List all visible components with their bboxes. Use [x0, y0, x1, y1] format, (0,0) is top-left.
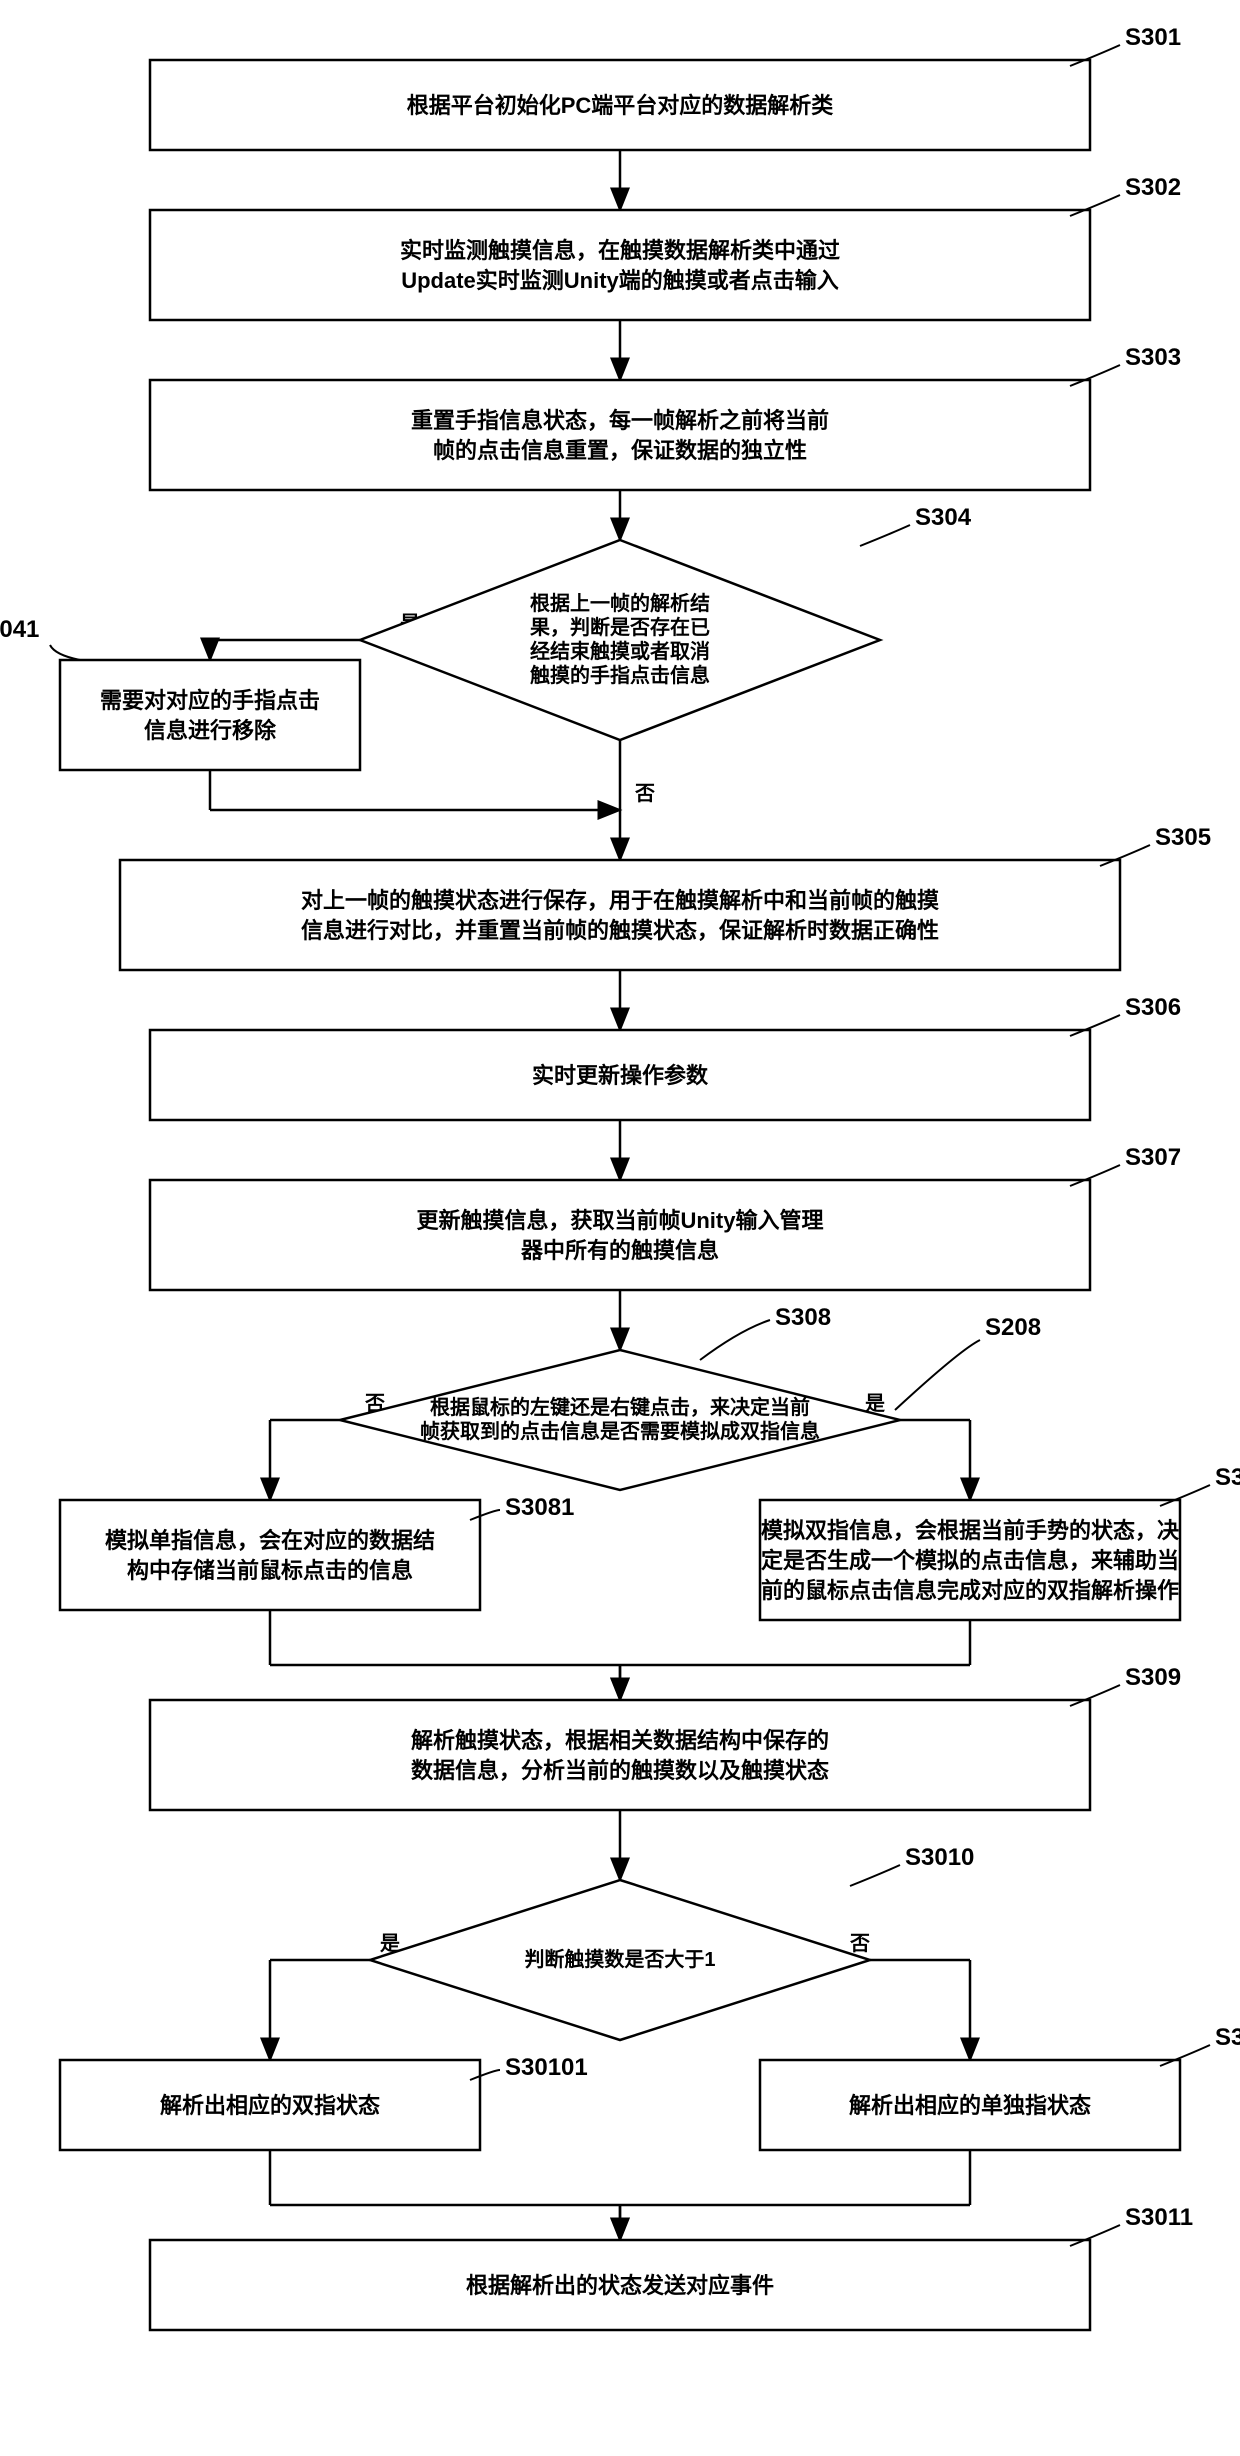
flow-node-text-S3041-1: 信息进行移除: [144, 718, 277, 743]
flow-node-text-S3011-0: 根据解析出的状态发送对应事件: [466, 2273, 774, 2298]
flow-node-text-S3082-0: 模拟双指信息，会根据当前手势的状态，决: [761, 1518, 1180, 1543]
step-label-S306: S306: [1125, 994, 1181, 1021]
flow-node-S3041: [60, 660, 360, 770]
nodes-layer: 根据平台初始化PC端平台对应的数据解析类实时监测触摸信息，在触摸数据解析类中通过…: [60, 60, 1180, 2330]
flow-node-text-S303-1: 帧的点击信息重置，保证数据的独立性: [433, 438, 807, 463]
step-label-S304: S304: [915, 504, 972, 531]
flow-node-text-S3010-0: 判断触摸数是否大于1: [524, 1947, 715, 1971]
flow-node-S303: [150, 380, 1090, 490]
step-label-S3082: S3082: [1215, 1464, 1240, 1491]
flow-node-text-S302-1: Update实时监测Unity端的触摸或者点击输入: [401, 268, 839, 293]
flow-node-text-S304-1: 果，判断是否存在已: [530, 615, 710, 639]
flow-node-text-S309-1: 数据信息，分析当前的触摸数以及触摸状态: [411, 1758, 829, 1783]
step-label-S30101a: S30101: [505, 2054, 588, 2081]
leader-S3082: [1160, 1485, 1210, 1506]
step-label-S307: S307: [1125, 1144, 1181, 1171]
leader-S30101b: [1160, 2045, 1210, 2066]
step-label-S303: S303: [1125, 344, 1181, 371]
step-label-S3010: S3010: [905, 1844, 974, 1871]
step-label-S208: S208: [985, 1314, 1041, 1341]
flow-node-text-S304-3: 触摸的手指点击信息: [530, 663, 710, 687]
flow-node-text-S309-0: 解析触摸状态，根据相关数据结构中保存的: [411, 1728, 829, 1753]
step-label-S309: S309: [1125, 1664, 1181, 1691]
leader-S309: [1070, 1685, 1120, 1706]
step-label-S3081: S3081: [505, 1494, 574, 1521]
step-label-S302: S302: [1125, 174, 1181, 201]
leader-S302: [1070, 195, 1120, 216]
leader-S306: [1070, 1015, 1120, 1036]
leader-S307: [1070, 1165, 1120, 1186]
leader-S308a: [700, 1320, 770, 1360]
flow-node-text-S3081-0: 模拟单指信息，会在对应的数据结: [105, 1528, 435, 1553]
step-label-S3011: S3011: [1125, 2204, 1193, 2231]
flow-node-text-S3082-2: 前的鼠标点击信息完成对应的双指解析操作: [761, 1578, 1179, 1603]
edge-S304-S305-label: 否: [634, 783, 655, 805]
flow-node-text-S308-1: 帧获取到的点击信息是否需要模拟成双指信息: [420, 1419, 820, 1443]
flow-node-text-S305-1: 信息进行对比，并重置当前帧的触摸状态，保证解析时数据正确性: [301, 918, 939, 943]
flow-decision-S308: [340, 1350, 900, 1490]
leader-S303: [1070, 365, 1120, 386]
step-label-S308: S308: [775, 1304, 831, 1331]
flow-node-text-S306-0: 实时更新操作参数: [532, 1063, 709, 1088]
step-label-S3041: S3041: [0, 616, 39, 643]
leader-S3011: [1070, 2225, 1120, 2246]
flow-node-S309: [150, 1700, 1090, 1810]
flowchart-canvas: 是否否是是否 根据平台初始化PC端平台对应的数据解析类实时监测触摸信息，在触摸数…: [0, 0, 1240, 2456]
flow-node-S307: [150, 1180, 1090, 1290]
step-label-S305: S305: [1155, 824, 1211, 851]
flow-node-text-S308-0: 根据鼠标的左键还是右键点击，来决定当前: [430, 1395, 810, 1419]
flow-node-text-S304-2: 经结束触摸或者取消: [530, 639, 710, 663]
step-label-S301: S301: [1125, 24, 1181, 51]
flow-node-text-S305-0: 对上一帧的触摸状态进行保存，用于在触摸解析中和当前帧的触摸: [301, 888, 939, 913]
leader-S305: [1100, 845, 1150, 866]
leader-S304: [860, 525, 910, 546]
flow-node-text-S307-0: 更新触摸信息，获取当前帧Unity输入管理: [416, 1208, 823, 1233]
flow-node-S3081: [60, 1500, 480, 1610]
leader-S3010: [850, 1865, 900, 1886]
flow-node-S302: [150, 210, 1090, 320]
flow-node-text-S307-1: 器中所有的触摸信息: [520, 1238, 719, 1263]
leader-S3041: [50, 645, 80, 660]
flow-node-text-S3082-1: 定是否生成一个模拟的点击信息，来辅助当: [761, 1548, 1179, 1573]
flow-node-text-S301-0: 根据平台初始化PC端平台对应的数据解析类: [407, 93, 835, 118]
edge-S3010-S30101b-label: 否: [849, 1933, 870, 1955]
flow-node-text-S30101a-0: 解析出相应的双指状态: [160, 2093, 380, 2118]
flow-node-text-S302-0: 实时监测触摸信息，在触摸数据解析类中通过: [400, 238, 840, 263]
flow-node-text-S30101b-0: 解析出相应的单独指状态: [849, 2093, 1091, 2118]
flow-node-text-S304-0: 根据上一帧的解析结: [530, 591, 710, 615]
flow-node-text-S303-0: 重置手指信息状态，每一帧解析之前将当前: [411, 408, 829, 433]
step-label-S30101b: S30101: [1215, 2024, 1240, 2051]
flow-node-text-S3041-0: 需要对对应的手指点击: [100, 688, 320, 713]
flow-node-S305: [120, 860, 1120, 970]
flow-decision-S304: [360, 540, 880, 740]
flow-node-text-S3081-1: 构中存储当前鼠标点击的信息: [127, 1558, 413, 1583]
leader-S301: [1070, 45, 1120, 66]
leader-S208: [895, 1340, 980, 1410]
